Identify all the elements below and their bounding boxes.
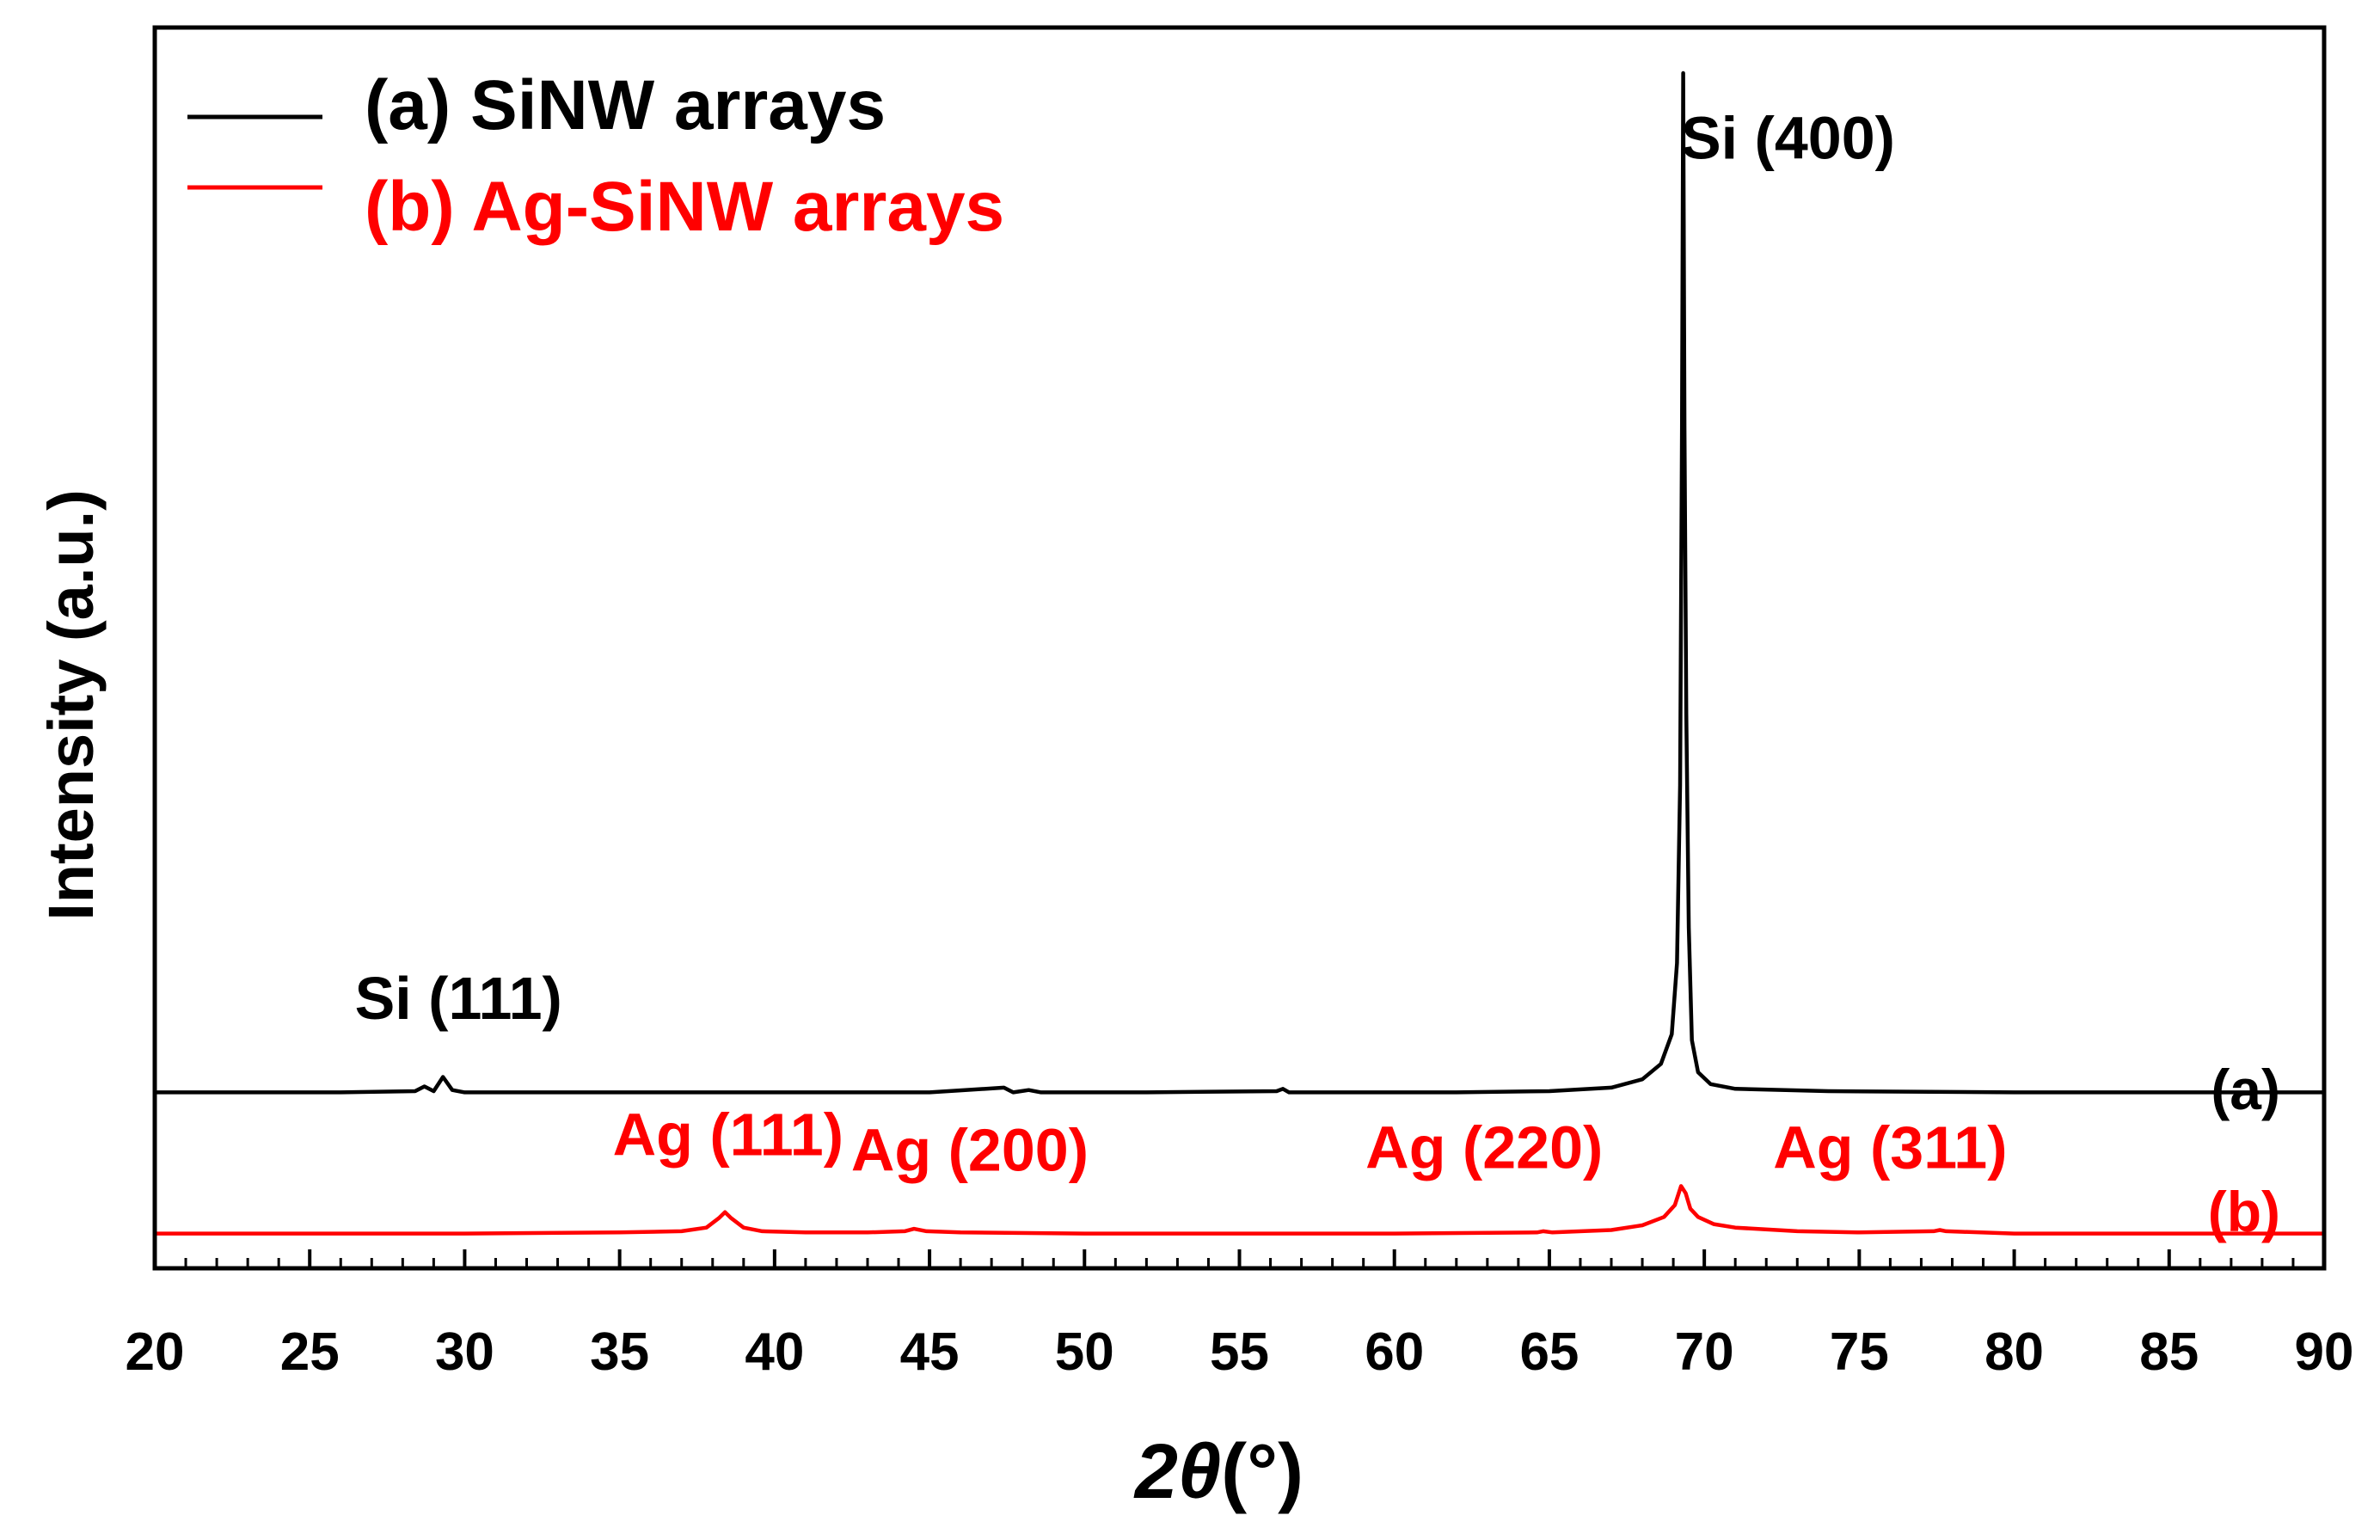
series-curves bbox=[155, 71, 2324, 1236]
peak-label: Ag (220) bbox=[1365, 1114, 1603, 1181]
x-tick-labels: 20 25 30 35 40 45 50 55 60 65 70 75 80 85 90 bbox=[126, 1322, 2354, 1382]
x-tick-label: 25 bbox=[280, 1322, 340, 1382]
x-axis-title: 2θ(°) bbox=[1133, 1429, 1303, 1515]
x-tick-label: 90 bbox=[2295, 1322, 2354, 1382]
series-b-line bbox=[155, 1184, 2324, 1236]
x-tick-label: 65 bbox=[1519, 1322, 1579, 1382]
legend: (a) SiNW arrays (b) Ag-SiNW arrays bbox=[187, 66, 1004, 246]
plot-frame bbox=[152, 25, 2327, 1271]
peak-label: Ag (311) bbox=[1773, 1114, 2007, 1181]
x-axis-title-unit: (°) bbox=[1221, 1429, 1303, 1515]
legend-label-b: (b) Ag-SiNW arrays bbox=[365, 168, 1004, 246]
x-tick-label: 20 bbox=[126, 1322, 185, 1382]
legend-label-a: (a) SiNW arrays bbox=[365, 66, 886, 144]
x-tick-label: 70 bbox=[1675, 1322, 1734, 1382]
x-tick-label: 40 bbox=[745, 1322, 804, 1382]
x-tick-label: 85 bbox=[2139, 1322, 2199, 1382]
y-axis-title: Intensity (a.u.) bbox=[35, 489, 107, 921]
peak-label: Si (111) bbox=[355, 965, 562, 1032]
series-a-tag: (a) bbox=[2211, 1058, 2280, 1121]
x-tick-label: 80 bbox=[1984, 1322, 2044, 1382]
x-tick-label: 55 bbox=[1210, 1322, 1269, 1382]
x-tick-label: 50 bbox=[1055, 1322, 1114, 1382]
peak-annotations: Si (111) Si (400) Ag (111) Ag (200) Ag (220)… bbox=[355, 104, 2008, 1183]
series-b-tag: (b) bbox=[2208, 1180, 2280, 1243]
series-a-line bbox=[155, 71, 2324, 1095]
peak-label: Ag (111) bbox=[613, 1101, 843, 1169]
axis-ticks bbox=[153, 1249, 2326, 1268]
x-axis-title-main: 2θ bbox=[1133, 1429, 1221, 1515]
x-tick-label: 75 bbox=[1830, 1322, 1889, 1382]
peak-label: Si (400) bbox=[1681, 104, 1895, 171]
peak-label: Ag (200) bbox=[851, 1117, 1089, 1184]
x-tick-label: 35 bbox=[590, 1322, 649, 1382]
x-tick-label: 60 bbox=[1365, 1322, 1424, 1382]
x-tick-label: 45 bbox=[900, 1322, 960, 1382]
x-tick-label: 30 bbox=[435, 1322, 494, 1382]
